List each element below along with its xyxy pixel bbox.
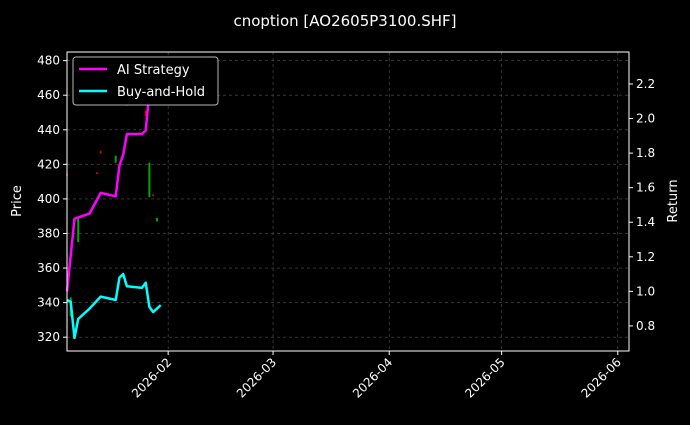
candle-body — [99, 151, 102, 154]
legend-label-bh: Buy-and-Hold — [117, 85, 205, 100]
y-tick-label: 420 — [37, 157, 60, 171]
y-tick-label: 480 — [37, 54, 60, 68]
y-tick-label: 360 — [37, 261, 60, 275]
legend-label-ai: AI Strategy — [117, 63, 190, 78]
series-line-buy-and-hold — [66, 272, 162, 340]
candle-body — [155, 217, 158, 222]
y-tick-label: 400 — [37, 192, 60, 206]
y2-axis-label: Return — [666, 179, 681, 222]
y2-tick-label: 1.2 — [636, 250, 655, 264]
y-tick-label: 320 — [37, 330, 60, 344]
x-tick-label: 2026-06 — [579, 355, 624, 400]
y2-tick-label: 2.2 — [636, 77, 655, 91]
x-tick-label: 2026-02 — [129, 355, 174, 400]
candle-body — [77, 217, 80, 243]
legend: AI Strategy Buy-and-Hold — [72, 56, 219, 106]
y-axis-label: Price — [10, 185, 25, 217]
y-tick-label: 460 — [37, 88, 60, 102]
candle-body — [114, 155, 117, 163]
legend-box — [72, 56, 219, 106]
y2-tick-label: 1.0 — [636, 284, 655, 298]
candle-body — [144, 110, 147, 116]
x-tick-label: 2026-03 — [234, 355, 279, 400]
candle-body — [148, 162, 151, 198]
y2-tick-label: 0.8 — [636, 319, 655, 333]
series-line-ai-strategy — [65, 68, 159, 292]
y-tick-label: 340 — [37, 296, 60, 310]
candle-body — [152, 194, 155, 197]
y-tick-label: 380 — [37, 226, 60, 240]
chart-title: cnoption [AO2605P3100.SHF] — [233, 12, 456, 30]
y2-tick-label: 1.4 — [636, 215, 655, 229]
y2-tick-label: 1.8 — [636, 146, 655, 160]
x-tick-label: 2026-05 — [462, 355, 507, 400]
plot-frame — [66, 51, 630, 352]
y-tick-label: 440 — [37, 123, 60, 137]
y2-tick-label: 2.0 — [636, 112, 655, 126]
series-lines — [65, 68, 162, 340]
axes: 320 340 360 380 400 420 440 460 480 0.8 1.0 1.2 1.4 1… — [37, 54, 655, 401]
candle-body — [95, 172, 98, 174]
x-tick-label: 2026-04 — [350, 355, 395, 400]
y2-tick-label: 1.6 — [636, 181, 655, 195]
